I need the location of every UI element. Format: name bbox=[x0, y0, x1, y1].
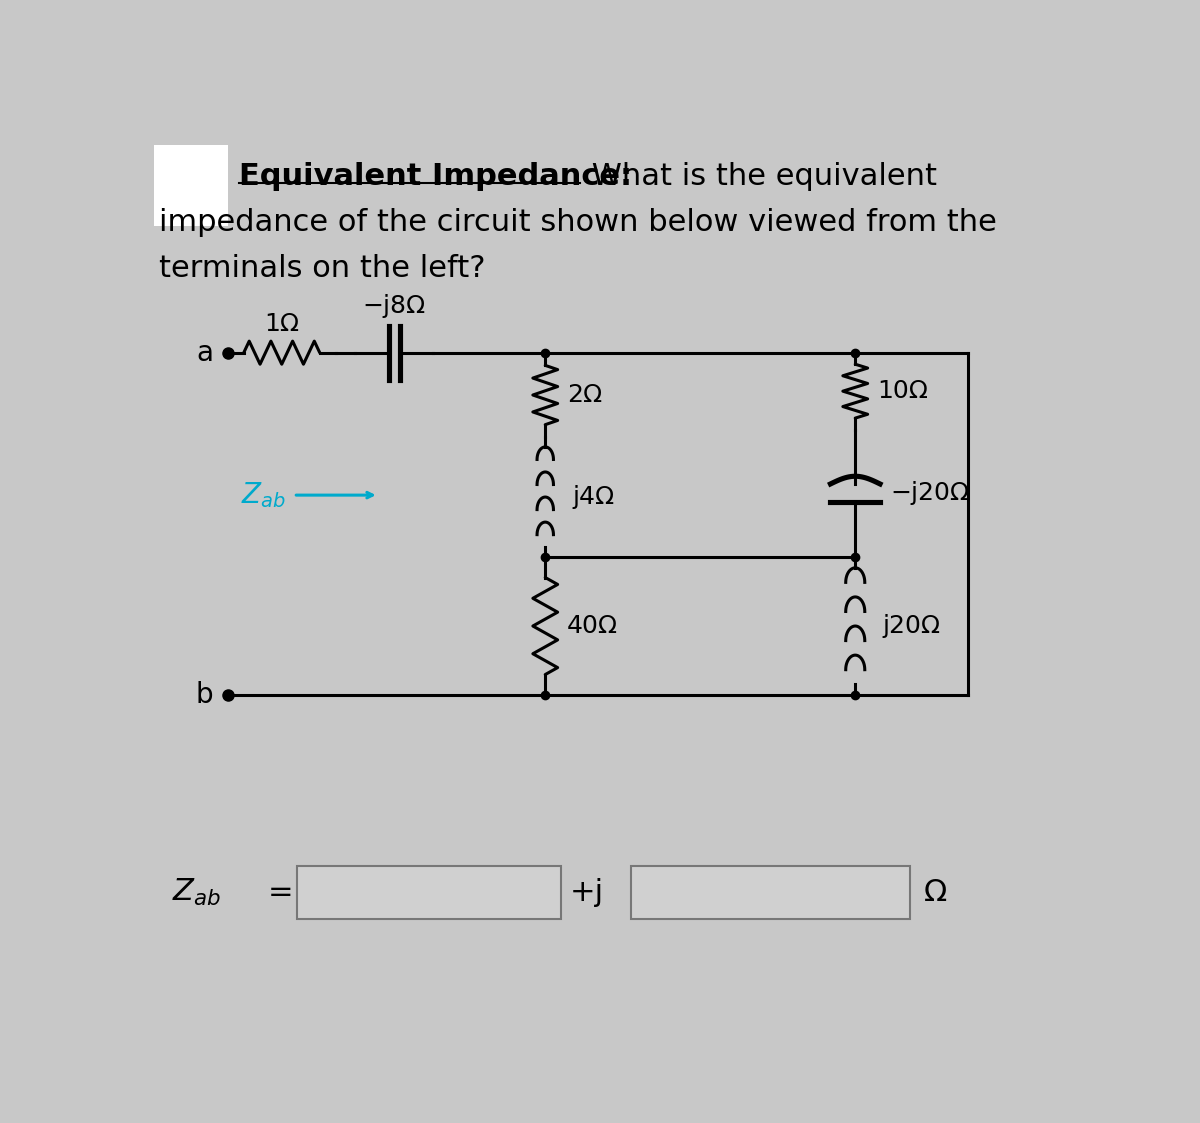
Text: $Z_{ab}$: $Z_{ab}$ bbox=[172, 877, 221, 909]
Text: =: = bbox=[268, 878, 294, 907]
Text: $Z_{ab}$: $Z_{ab}$ bbox=[241, 481, 286, 510]
Text: terminals on the left?: terminals on the left? bbox=[160, 254, 486, 283]
Text: j4Ω: j4Ω bbox=[572, 485, 614, 509]
Text: 2Ω: 2Ω bbox=[566, 383, 602, 407]
FancyBboxPatch shape bbox=[154, 145, 228, 226]
FancyBboxPatch shape bbox=[298, 866, 560, 919]
Text: −j20Ω: −j20Ω bbox=[890, 481, 970, 505]
Text: impedance of the circuit shown below viewed from the: impedance of the circuit shown below vie… bbox=[160, 208, 997, 237]
Text: j20Ω: j20Ω bbox=[882, 614, 941, 638]
Text: −j8Ω: −j8Ω bbox=[362, 294, 426, 318]
Text: 1Ω: 1Ω bbox=[264, 312, 299, 336]
Text: Ω: Ω bbox=[924, 878, 947, 907]
Text: What is the equivalent: What is the equivalent bbox=[582, 162, 937, 191]
Text: +j: +j bbox=[570, 878, 604, 907]
FancyBboxPatch shape bbox=[630, 866, 910, 919]
Text: a: a bbox=[197, 339, 214, 367]
Text: 40Ω: 40Ω bbox=[566, 614, 618, 638]
Text: b: b bbox=[196, 682, 214, 710]
Text: Equivalent Impedance:: Equivalent Impedance: bbox=[239, 162, 632, 191]
Text: 10Ω: 10Ω bbox=[877, 380, 928, 403]
